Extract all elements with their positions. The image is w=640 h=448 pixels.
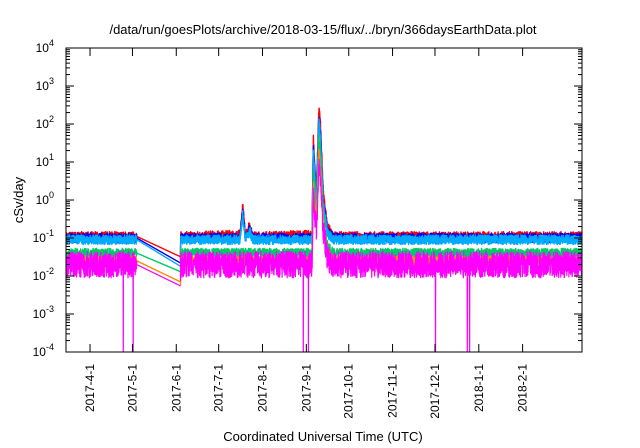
axes: 10-4 10-3 10-2 10-1 100 101 102 103 104 2017-4-1 2… (33, 38, 582, 419)
x-tick-label: 2017-10-1 (342, 364, 356, 419)
x-tick-label: 2017-9-1 (299, 364, 313, 412)
y-tick-label: 104 (36, 38, 54, 55)
plot-area (66, 107, 582, 352)
x-tick-label: 2018-1-1 (472, 364, 486, 412)
series-line-6 (66, 158, 582, 352)
y-tick-label: 103 (36, 76, 54, 93)
y-tick-label: 101 (36, 152, 54, 169)
x-axis-label: Coordinated Universal Time (UTC) (223, 429, 422, 444)
x-tick-label: 2017-12-1 (428, 364, 442, 419)
y-tick-label: 10-2 (33, 266, 54, 283)
x-tick-label: 2017-4-1 (83, 364, 97, 412)
x-tick-label: 2017-7-1 (212, 364, 226, 412)
y-tick-label: 10-3 (33, 304, 54, 321)
y-axis-label: cSv/day (11, 176, 26, 223)
x-tick-label: 2018-2-1 (516, 364, 530, 412)
y-tick-label: 102 (36, 114, 54, 131)
y-tick-label: 10-1 (33, 228, 54, 245)
x-tick-label: 2017-11-1 (386, 364, 400, 418)
x-tick-label: 2017-6-1 (169, 364, 183, 412)
x-tick-label: 2017-8-1 (256, 364, 270, 412)
y-tick-label: 10-4 (33, 342, 54, 359)
series-group (66, 107, 582, 352)
y-tick-label: 100 (36, 190, 54, 207)
series-line-3 (66, 118, 582, 267)
x-tick-label: 2017-5-1 (125, 364, 139, 412)
chart-title: /data/run/goesPlots/archive/2018-03-15/f… (109, 22, 536, 37)
